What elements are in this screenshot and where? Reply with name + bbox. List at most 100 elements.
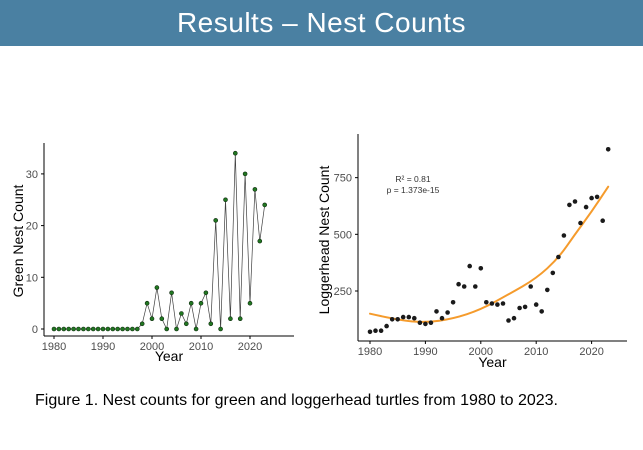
data-point	[252, 187, 258, 192]
data-point	[456, 281, 461, 287]
data-point	[184, 321, 189, 327]
data-point	[179, 311, 184, 316]
data-point	[100, 326, 106, 332]
data-point	[247, 300, 253, 306]
figure-caption: Figure 1. Nest counts for green and logg…	[35, 392, 558, 409]
data-point	[174, 326, 179, 332]
x-axis-label: Year	[155, 348, 184, 364]
data-point	[130, 326, 135, 332]
data-point	[164, 326, 169, 332]
axes: 250 500 750 1980 1990 2000 2010 2020	[334, 134, 627, 358]
data-point	[445, 310, 450, 315]
data-point	[583, 204, 589, 210]
data-point	[517, 305, 522, 311]
data-point	[208, 321, 214, 327]
data-point	[522, 304, 528, 310]
data-point	[533, 302, 539, 307]
green-nest-count-chart: 0 10 20 30 1980 1990 2000 2010 2020 Green Nest Co…	[12, 143, 294, 364]
data-point	[95, 326, 101, 332]
data-point	[81, 326, 86, 332]
x-tick-label: 2010	[524, 346, 548, 358]
x-tick-label: 1980	[42, 341, 66, 353]
data-point	[90, 326, 96, 332]
data-point	[144, 300, 150, 306]
data-point	[567, 202, 572, 208]
slide-title-bar: Results – Nest Counts	[0, 0, 643, 46]
x-tick-label: 1980	[358, 346, 382, 358]
p-value-annotation: p = 1.373e-15	[387, 185, 440, 195]
data-point	[500, 301, 506, 306]
data-point	[600, 218, 605, 223]
x-tick-label: 2000	[140, 341, 164, 353]
data-point	[378, 328, 384, 333]
loggerhead-nest-count-chart: 250 500 750 1980 1990 2000 2010 2020 Loggerhead …	[316, 134, 627, 370]
data-point	[400, 314, 406, 320]
data-point	[169, 290, 174, 296]
data-point	[257, 238, 263, 244]
data-point	[417, 320, 423, 325]
data-point	[412, 315, 417, 321]
slide-title: Results – Nest Counts	[176, 7, 467, 38]
trend-line	[54, 153, 266, 331]
data-point	[373, 328, 378, 333]
data-point	[76, 326, 81, 332]
data-point	[120, 326, 125, 332]
data-points	[51, 150, 267, 332]
data-point	[154, 285, 160, 290]
data-point	[561, 233, 567, 238]
data-point	[594, 194, 600, 200]
y-axis-label: Loggerhead Nest Count	[316, 166, 332, 315]
data-point	[439, 315, 445, 321]
y-tick-label: 250	[334, 286, 352, 298]
data-point	[528, 284, 533, 289]
y-axis-label: Green Nest Count	[12, 184, 26, 297]
data-point	[467, 263, 472, 269]
data-point	[213, 218, 218, 223]
data-point	[66, 326, 72, 332]
data-point	[139, 321, 145, 327]
y-tick-label: 0	[32, 324, 38, 336]
data-point	[125, 326, 130, 332]
x-tick-label: 2000	[469, 346, 493, 358]
x-tick-label: 2020	[238, 341, 262, 353]
x-tick-label: 2020	[579, 346, 603, 358]
x-tick-label: 1990	[91, 341, 115, 353]
data-point	[51, 326, 57, 332]
data-point	[473, 284, 478, 289]
data-point	[461, 284, 467, 289]
data-point	[578, 220, 583, 226]
data-point	[135, 326, 140, 332]
x-axis-label: Year	[478, 354, 507, 370]
fit-curve	[369, 185, 610, 323]
data-point	[198, 300, 204, 306]
data-point	[495, 302, 500, 307]
y-tick-label: 10	[26, 272, 38, 284]
data-point	[71, 326, 76, 332]
data-point	[545, 287, 550, 293]
data-point	[450, 300, 456, 305]
data-point	[110, 326, 116, 332]
data-point	[539, 309, 544, 314]
data-point	[511, 315, 517, 321]
data-point	[384, 323, 389, 329]
data-point	[489, 301, 495, 306]
axes: 0 10 20 30 1980 1990 2000 2010 2020	[26, 143, 294, 353]
data-point	[395, 317, 400, 322]
data-point	[149, 316, 155, 321]
data-point	[550, 270, 556, 276]
data-point	[188, 300, 194, 306]
data-point	[262, 202, 267, 208]
data-point	[203, 290, 209, 296]
x-tick-label: 2010	[189, 341, 213, 353]
data-point	[105, 326, 111, 332]
data-point	[223, 197, 228, 203]
data-point	[218, 326, 223, 332]
data-point	[428, 320, 434, 325]
data-point	[61, 326, 67, 332]
data-point	[193, 326, 199, 332]
data-point	[478, 266, 484, 271]
data-point	[506, 318, 511, 323]
y-tick-label: 30	[26, 169, 38, 181]
data-point	[556, 254, 561, 260]
